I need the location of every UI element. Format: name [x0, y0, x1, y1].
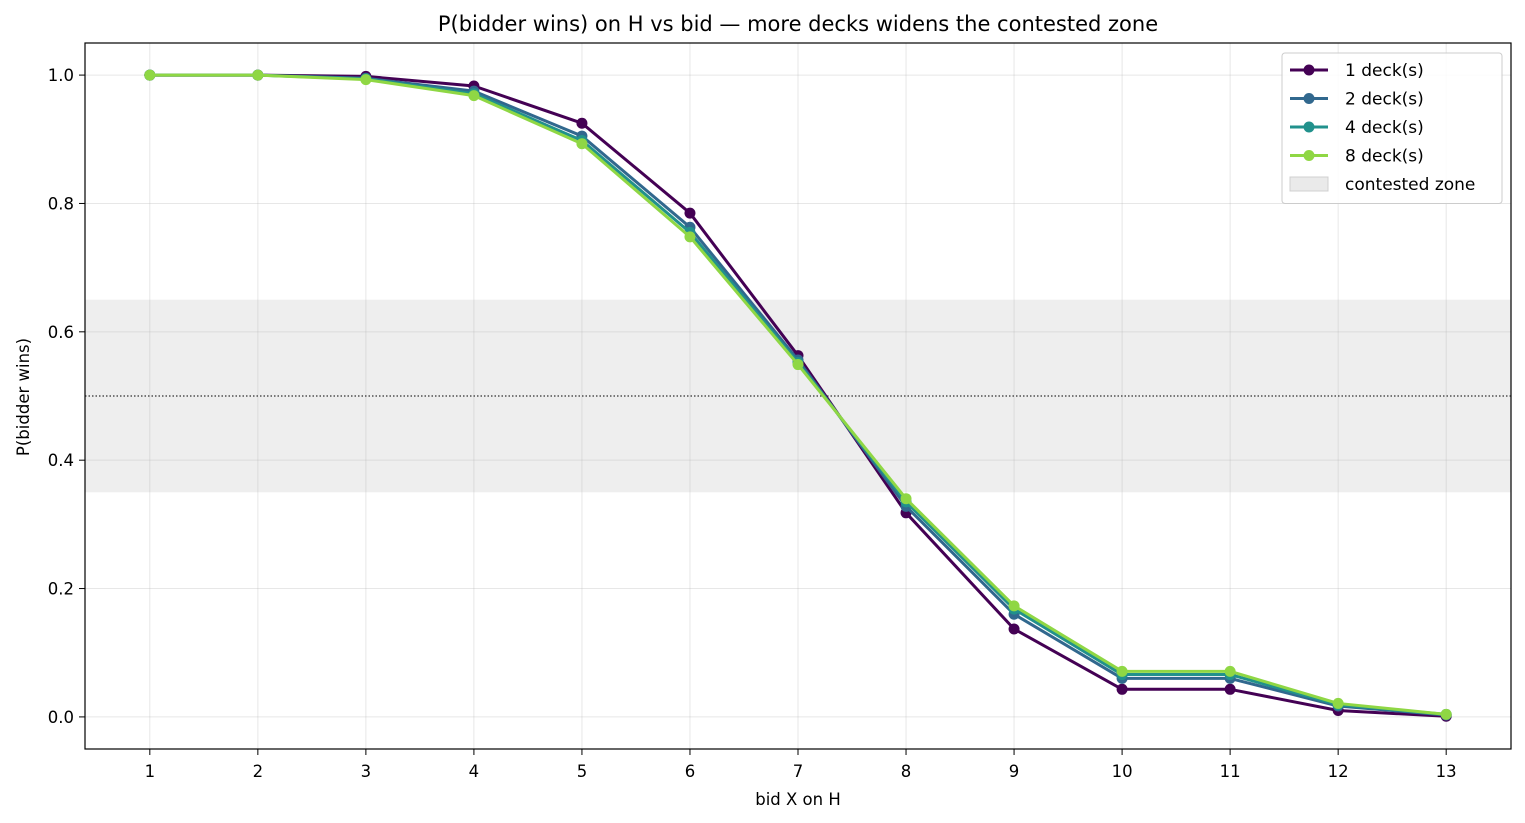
legend: 1 deck(s) 2 deck(s) 4 deck(s) 8 deck(s) cont… [1281, 52, 1503, 204]
data-point [1224, 665, 1236, 677]
y-axis-label: P(bidder wins) [14, 338, 33, 456]
x-tick-label: 6 [685, 762, 696, 781]
x-tick-label: 13 [1436, 762, 1457, 781]
data-point [900, 493, 912, 505]
x-tick-label: 2 [253, 762, 264, 781]
series-layer [144, 69, 1452, 722]
legend-label: contested zone [1345, 175, 1475, 195]
data-point [468, 90, 480, 102]
data-point [1116, 665, 1128, 677]
y-tick-label: 0.4 [48, 451, 74, 470]
legend-box [1281, 52, 1503, 204]
legend-entry: 2 deck(s) [1290, 90, 1424, 110]
data-point [1332, 697, 1344, 709]
chart-title: P(bidder wins) on H vs bid — more decks … [438, 12, 1158, 36]
x-axis-label: bid X on H [755, 790, 841, 809]
legend-entry: 4 deck(s) [1290, 118, 1424, 138]
x-tick-label: 12 [1328, 762, 1349, 781]
data-point [360, 74, 372, 86]
y-tick-label: 0.2 [48, 580, 74, 599]
x-tick-label: 9 [1009, 762, 1020, 781]
data-point [576, 117, 588, 129]
x-tick-label: 3 [361, 762, 372, 781]
data-point [1224, 683, 1236, 695]
x-tick-label: 10 [1112, 762, 1133, 781]
x-tick-label: 4 [469, 762, 480, 781]
contested-zone-layer [85, 299, 1511, 493]
data-point [1008, 600, 1020, 612]
legend-marker [1303, 64, 1315, 76]
legend-entry: contested zone [1289, 175, 1475, 195]
x-tick-label: 5 [577, 762, 588, 781]
legend-zone-swatch [1289, 176, 1329, 192]
y-tick-label: 0.0 [48, 708, 74, 727]
contested-zone-band [85, 299, 1511, 493]
legend-entry: 1 deck(s) [1290, 61, 1424, 81]
legend-label: 1 deck(s) [1345, 61, 1424, 81]
legend-entry: 8 deck(s) [1290, 147, 1424, 167]
legend-label: 4 deck(s) [1345, 118, 1424, 138]
legend-label: 8 deck(s) [1345, 147, 1424, 167]
data-point [576, 138, 588, 150]
x-tick-label: 7 [793, 762, 804, 781]
y-tick-label: 0.6 [48, 323, 74, 342]
data-point [1440, 708, 1452, 720]
legend-marker [1303, 150, 1315, 161]
data-point [1116, 683, 1128, 695]
data-point [792, 359, 804, 371]
data-point [144, 69, 156, 81]
data-point [252, 69, 264, 81]
x-tick-label: 8 [901, 762, 912, 781]
y-tick-label: 0.8 [48, 194, 74, 213]
legend-label: 2 deck(s) [1345, 90, 1424, 110]
y-tick-label: 1.0 [48, 66, 74, 85]
data-point [1008, 623, 1020, 635]
series-4 [144, 69, 1452, 720]
legend-marker [1303, 121, 1315, 133]
x-tick-label: 11 [1220, 762, 1241, 781]
ticks-layer: 1 2 3 4 5 6 7 8 9 10 11 12 130.00.20.40.60.81.0 [48, 66, 1457, 781]
data-point [684, 207, 696, 219]
x-tick-label: 1 [145, 762, 156, 781]
data-point [684, 231, 696, 243]
legend-marker [1303, 93, 1315, 104]
